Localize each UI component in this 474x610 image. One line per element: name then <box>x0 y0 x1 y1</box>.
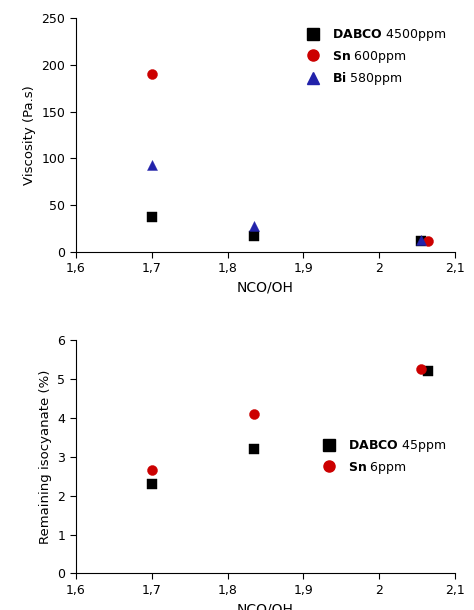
Point <box>250 444 258 454</box>
Point <box>250 231 258 240</box>
Point <box>148 479 155 489</box>
X-axis label: NCO/OH: NCO/OH <box>237 602 294 610</box>
Point <box>148 212 155 222</box>
Point <box>425 237 432 246</box>
Point <box>417 235 425 245</box>
Point <box>148 70 155 79</box>
Point <box>417 364 425 374</box>
Legend: $\mathbf{DABCO}$ 45ppm, $\mathbf{Sn}$ 6ppm: $\mathbf{DABCO}$ 45ppm, $\mathbf{Sn}$ 6p… <box>312 433 451 481</box>
Legend: $\mathbf{DABCO}$ 4500ppm, $\mathbf{Sn}$ 600ppm, $\mathbf{Bi}$ 580ppm: $\mathbf{DABCO}$ 4500ppm, $\mathbf{Sn}$ … <box>296 22 451 92</box>
Point <box>250 409 258 419</box>
Point <box>250 221 258 231</box>
Y-axis label: Viscosity (Pa.s): Viscosity (Pa.s) <box>23 85 36 185</box>
Point <box>148 465 155 475</box>
X-axis label: NCO/OH: NCO/OH <box>237 281 294 295</box>
Point <box>417 237 425 246</box>
Y-axis label: Remaining isocyanate (%): Remaining isocyanate (%) <box>39 370 52 544</box>
Point <box>425 367 432 376</box>
Point <box>148 160 155 170</box>
